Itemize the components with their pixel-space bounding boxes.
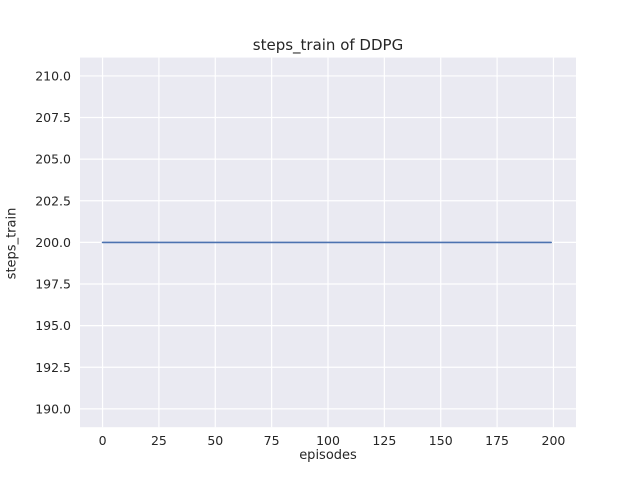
x-tick-label: 200	[542, 433, 566, 448]
y-tick-label: 205.0	[35, 152, 71, 167]
y-tick-label: 200.0	[35, 235, 71, 250]
y-tick-label: 190.0	[35, 401, 71, 416]
y-tick-label: 195.0	[35, 318, 71, 333]
x-tick-label: 75	[264, 433, 280, 448]
x-tick-label: 125	[372, 433, 396, 448]
y-tick-label: 192.5	[35, 360, 71, 375]
y-tick-label: 202.5	[35, 193, 71, 208]
y-tick-label: 207.5	[35, 110, 71, 125]
chart-title: steps_train of DDPG	[252, 36, 404, 54]
x-tick-label: 175	[485, 433, 509, 448]
y-tick-label: 210.0	[35, 68, 71, 83]
y-tick-label: 197.5	[35, 277, 71, 292]
x-tick-label: 25	[151, 433, 167, 448]
x-tick-label: 50	[207, 433, 223, 448]
x-tick-label: 0	[99, 433, 107, 448]
x-axis-label: episodes	[299, 448, 357, 463]
x-tick-label: 150	[429, 433, 453, 448]
x-tick-label: 100	[316, 433, 340, 448]
